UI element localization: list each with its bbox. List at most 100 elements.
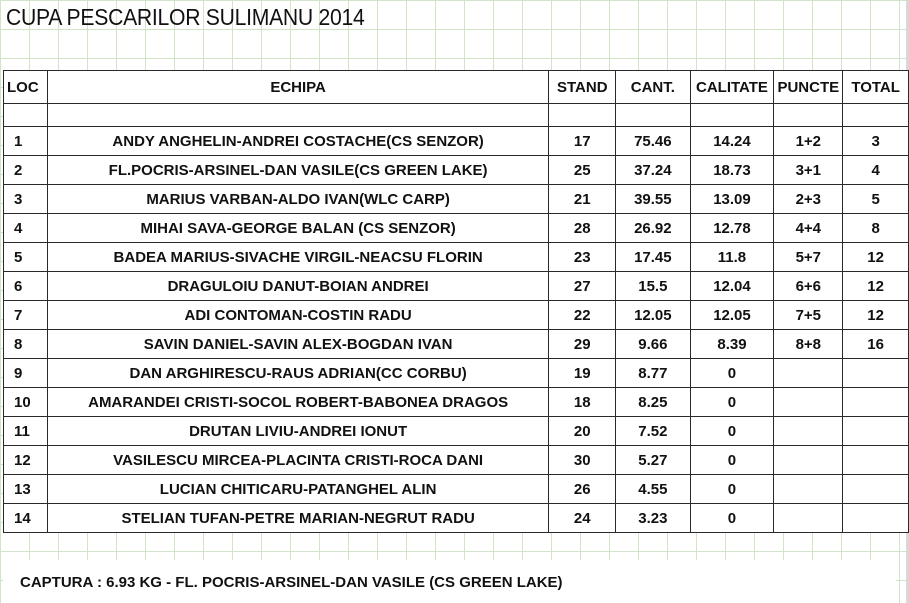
cell-team: LUCIAN CHITICARU-PATANGHEL ALIN — [46, 474, 550, 504]
cell-cant: 8.77 — [615, 358, 691, 388]
cell-puncte — [773, 387, 844, 417]
cell-cant: 12.05 — [615, 300, 691, 330]
cell-stand: 21 — [548, 184, 617, 214]
cell-calitate: 0 — [689, 445, 775, 475]
spacer-row — [3, 103, 909, 127]
cell-total — [842, 416, 909, 446]
cell-cant: 4.55 — [615, 474, 691, 504]
cell-cant: 5.27 — [615, 445, 691, 475]
cell-puncte — [773, 358, 844, 388]
cell-team: DRUTAN LIVIU-ANDREI IONUT — [46, 416, 550, 446]
table-row: 7 ADI CONTOMAN-COSTIN RADU 22 12.05 12.05 7+5… — [3, 300, 909, 330]
cell-loc: 1 — [3, 126, 48, 156]
cell-loc: 4 — [3, 213, 48, 243]
cell-total: 3 — [842, 126, 909, 156]
spacer-cell — [773, 103, 844, 127]
cell-puncte: 7+5 — [773, 300, 844, 330]
cell-total — [842, 358, 909, 388]
cell-stand: 20 — [548, 416, 617, 446]
table-row: 10 AMARANDEI CRISTI-SOCOL ROBERT-BABONEA … — [3, 387, 909, 417]
cell-puncte: 2+3 — [773, 184, 844, 214]
table-row: 11 DRUTAN LIVIU-ANDREI IONUT 20 7.52 0 — [3, 416, 909, 446]
table-row: 6 DRAGULOIU DANUT-BOIAN ANDREI 27 15.5 12.04… — [3, 271, 909, 301]
cell-puncte: 1+2 — [773, 126, 844, 156]
cell-calitate: 8.39 — [689, 329, 775, 359]
header-row: LOC ECHIPA STAND CANT. CALITATE PUNCTE T… — [3, 70, 909, 104]
cell-calitate: 0 — [689, 474, 775, 504]
cell-loc: 9 — [3, 358, 48, 388]
cell-stand: 25 — [548, 155, 617, 185]
header-team: ECHIPA — [46, 70, 550, 104]
cell-stand: 27 — [548, 271, 617, 301]
table-row: 8 SAVIN DANIEL-SAVIN ALEX-BOGDAN IVAN 29 9.… — [3, 329, 909, 359]
cell-team: FL.POCRIS-ARSINEL-DAN VASILE(CS GREEN LA… — [46, 155, 550, 185]
cell-cant: 75.46 — [615, 126, 691, 156]
cell-cant: 39.55 — [615, 184, 691, 214]
results-table: LOC ECHIPA STAND CANT. CALITATE PUNCTE T… — [3, 70, 909, 533]
cell-puncte — [773, 503, 844, 533]
header-cant: CANT. — [615, 70, 691, 104]
cell-calitate: 12.78 — [689, 213, 775, 243]
table-row: 14 STELIAN TUFAN-PETRE MARIAN-NEGRUT RADU… — [3, 503, 909, 533]
cell-stand: 19 — [548, 358, 617, 388]
cell-puncte — [773, 416, 844, 446]
spacer-cell — [548, 103, 617, 127]
cell-cant: 9.66 — [615, 329, 691, 359]
cell-cant: 7.52 — [615, 416, 691, 446]
cell-team: DAN ARGHIRESCU-RAUS ADRIAN(CC CORBU) — [46, 358, 550, 388]
cell-total — [842, 503, 909, 533]
cell-cant: 15.5 — [615, 271, 691, 301]
cell-loc: 8 — [3, 329, 48, 359]
cell-calitate: 0 — [689, 387, 775, 417]
cell-calitate: 0 — [689, 358, 775, 388]
cell-total: 12 — [842, 271, 909, 301]
table-row: 2 FL.POCRIS-ARSINEL-DAN VASILE(CS GREEN L… — [3, 155, 909, 185]
cell-calitate: 12.05 — [689, 300, 775, 330]
header-calitate: CALITATE — [689, 70, 775, 104]
cell-stand: 18 — [548, 387, 617, 417]
cell-calitate: 11.8 — [689, 242, 775, 272]
table-row: 9 DAN ARGHIRESCU-RAUS ADRIAN(CC CORBU) 19 8… — [3, 358, 909, 388]
cell-calitate: 12.04 — [689, 271, 775, 301]
cell-total: 5 — [842, 184, 909, 214]
table-row: 1 ANDY ANGHELIN-ANDREI COSTACHE(CS SENZOR… — [3, 126, 909, 156]
cell-loc: 5 — [3, 242, 48, 272]
cell-puncte: 6+6 — [773, 271, 844, 301]
spacer-cell — [3, 103, 48, 127]
cell-calitate: 0 — [689, 503, 775, 533]
cell-team: SAVIN DANIEL-SAVIN ALEX-BOGDAN IVAN — [46, 329, 550, 359]
cell-loc: 3 — [3, 184, 48, 214]
spacer-cell — [615, 103, 691, 127]
cell-team: MARIUS VARBAN-ALDO IVAN(WLC CARP) — [46, 184, 550, 214]
cell-team: DRAGULOIU DANUT-BOIAN ANDREI — [46, 271, 550, 301]
cell-puncte: 8+8 — [773, 329, 844, 359]
cell-stand: 24 — [548, 503, 617, 533]
cell-loc: 10 — [3, 387, 48, 417]
cell-team: BADEA MARIUS-SIVACHE VIRGIL-NEACSU FLORI… — [46, 242, 550, 272]
catch-footer: CAPTURA : 6.93 KG - FL. POCRIS-ARSINEL-D… — [20, 574, 563, 591]
cell-team: STELIAN TUFAN-PETRE MARIAN-NEGRUT RADU — [46, 503, 550, 533]
cell-team: MIHAI SAVA-GEORGE BALAN (CS SENZOR) — [46, 213, 550, 243]
cell-puncte: 5+7 — [773, 242, 844, 272]
cell-cant: 37.24 — [615, 155, 691, 185]
cell-loc: 12 — [3, 445, 48, 475]
cell-team: ANDY ANGHELIN-ANDREI COSTACHE(CS SENZOR) — [46, 126, 550, 156]
spacer-cell — [689, 103, 775, 127]
cell-total: 8 — [842, 213, 909, 243]
table-row: 4 MIHAI SAVA-GEORGE BALAN (CS SENZOR) 28 26… — [3, 213, 909, 243]
cell-team: AMARANDEI CRISTI-SOCOL ROBERT-BABONEA DR… — [46, 387, 550, 417]
cell-stand: 29 — [548, 329, 617, 359]
cell-loc: 11 — [3, 416, 48, 446]
cell-total: 12 — [842, 300, 909, 330]
spacer-cell — [46, 103, 550, 127]
cell-cant: 17.45 — [615, 242, 691, 272]
cell-loc: 13 — [3, 474, 48, 504]
cell-cant: 26.92 — [615, 213, 691, 243]
spacer-cell — [842, 103, 909, 127]
cell-stand: 28 — [548, 213, 617, 243]
cell-stand: 23 — [548, 242, 617, 272]
cell-loc: 6 — [3, 271, 48, 301]
table-row: 3 MARIUS VARBAN-ALDO IVAN(WLC CARP) 21 39.5… — [3, 184, 909, 214]
cell-stand: 17 — [548, 126, 617, 156]
cell-team: VASILESCU MIRCEA-PLACINTA CRISTI-ROCA DA… — [46, 445, 550, 475]
